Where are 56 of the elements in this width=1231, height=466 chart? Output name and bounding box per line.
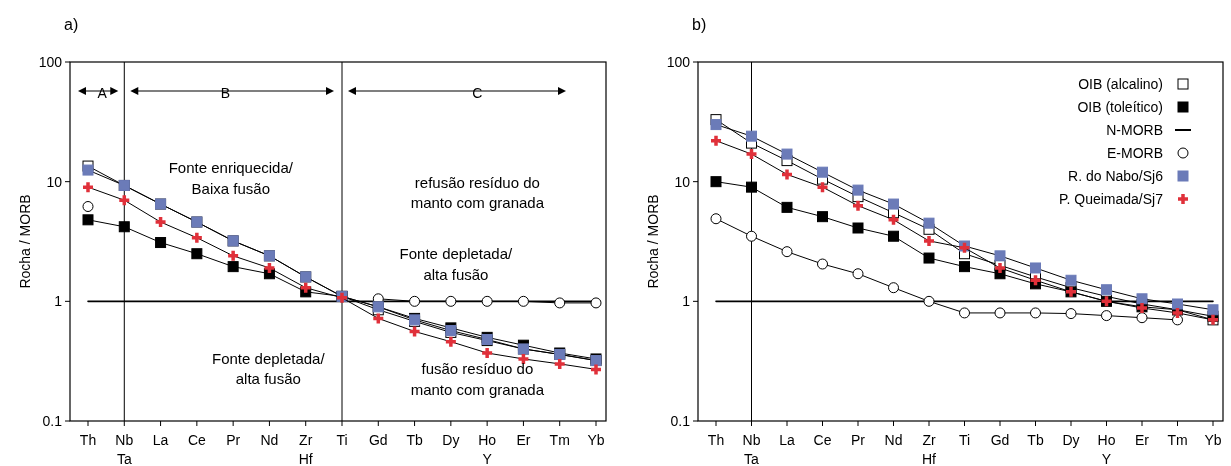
x-tick-label: Zr Hf (922, 432, 937, 466)
x-tick-label: Tb (1027, 432, 1044, 448)
x-tick-label: Ho Y (1097, 432, 1116, 466)
x-tick-label: Pr (226, 432, 241, 448)
x-tick-label: Nb Ta (115, 432, 134, 466)
x-tick-label: Tm (1167, 432, 1188, 448)
x-tick-label: Pr (851, 432, 866, 448)
x-tick-label: Dy (1062, 432, 1080, 448)
x-tick-label: Ti (958, 432, 971, 448)
legend-label: OIB (toleítico) (1077, 99, 1163, 115)
chart-title: b) (692, 16, 707, 33)
y-tick-label: 100 (666, 54, 691, 70)
chart-title: a) (64, 16, 79, 33)
y-tick-label: 0.1 (42, 413, 63, 429)
annotation: A (97, 84, 108, 101)
x-tick-label: La (779, 432, 795, 448)
x-tick-label: Nd (260, 432, 279, 448)
y-axis-title: Rocha / MORB (645, 194, 661, 289)
annotation: fusão resíduo do manto com granada (410, 360, 545, 398)
legend-label: N-MORB (1106, 122, 1163, 138)
y-tick-label: 10 (674, 173, 691, 190)
annotation: B (220, 84, 231, 101)
y-tick-label: 10 (46, 173, 63, 190)
x-tick-label: Tb (406, 432, 423, 448)
x-tick-label: Er (1135, 432, 1150, 448)
x-tick-label: Zr Hf (298, 432, 313, 466)
annotation: Fonte depletada/ alta fusão (399, 245, 514, 283)
x-tick-label: Gd (990, 432, 1010, 448)
x-tick-label: Tm (549, 432, 570, 448)
y-tick-label: 1 (54, 293, 63, 310)
annotation: C (472, 84, 483, 101)
x-tick-label: Yb (587, 432, 605, 448)
x-tick-label: Dy (442, 432, 460, 448)
x-tick-label: Er (516, 432, 531, 448)
x-tick-label: Nb Ta (742, 432, 761, 466)
x-tick-label: Ce (813, 432, 832, 448)
x-tick-label: Gd (368, 432, 388, 448)
annotation: Fonte depletada/ alta fusão (212, 349, 326, 387)
annotation: Fonte enriquecida/ Baixa fusão (168, 159, 294, 197)
x-tick-label: Nd (884, 432, 903, 448)
legend-label: OIB (alcalino) (1078, 76, 1163, 92)
x-tick-label: Ho Y (478, 432, 497, 466)
legend-label: P. Queimada/Sj7 (1058, 191, 1164, 207)
y-tick-label: 1 (682, 293, 691, 310)
x-tick-label: Th (79, 432, 97, 448)
y-axis-title: Rocha / MORB (17, 194, 33, 289)
legend-label: E-MORB (1107, 145, 1163, 161)
y-tick-label: 0.1 (670, 413, 691, 429)
x-tick-label: La (152, 432, 169, 448)
x-tick-label: Ti (336, 432, 348, 448)
y-tick-label: 100 (38, 54, 63, 70)
legend-label: R. do Nabo/Sj6 (1068, 168, 1164, 184)
annotation: refusão resíduo do manto com granada (410, 173, 545, 211)
x-tick-label: Ce (187, 432, 207, 448)
x-tick-label: Th (707, 432, 725, 448)
x-tick-label: Yb (1204, 432, 1222, 448)
